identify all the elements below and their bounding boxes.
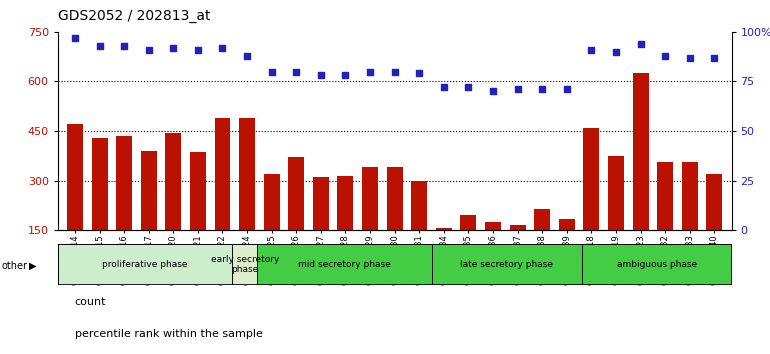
Text: count: count <box>75 297 106 307</box>
Bar <box>288 158 304 280</box>
Point <box>93 43 105 48</box>
Text: mid secretory phase: mid secretory phase <box>298 260 391 269</box>
Bar <box>257 244 432 285</box>
Bar <box>510 225 526 280</box>
Point <box>536 86 548 92</box>
Bar <box>362 167 378 280</box>
Bar <box>460 215 477 280</box>
Point <box>487 88 499 94</box>
Bar <box>559 218 574 280</box>
Point <box>561 86 573 92</box>
Bar <box>313 177 329 280</box>
Point <box>142 47 155 52</box>
Point <box>659 53 671 58</box>
Point <box>364 69 377 74</box>
Point <box>437 85 450 90</box>
Text: other: other <box>2 261 28 271</box>
Bar <box>584 128 599 280</box>
Bar <box>411 181 427 280</box>
Point <box>462 85 474 90</box>
Bar <box>436 228 452 280</box>
Bar <box>432 244 582 285</box>
Point <box>118 43 130 48</box>
Bar <box>166 133 181 280</box>
Bar <box>116 136 132 280</box>
Point <box>69 35 81 41</box>
Bar <box>657 162 673 280</box>
Text: percentile rank within the sample: percentile rank within the sample <box>75 329 263 339</box>
Point <box>388 69 400 74</box>
Point <box>167 45 179 51</box>
Point <box>634 41 647 47</box>
Point <box>511 86 524 92</box>
Point <box>340 73 352 78</box>
Point <box>216 45 229 51</box>
Bar <box>534 209 550 280</box>
Point <box>684 55 696 61</box>
Point <box>192 47 204 52</box>
Bar <box>263 174 280 280</box>
Text: ambiguous phase: ambiguous phase <box>617 260 697 269</box>
Text: early secretory
phase: early secretory phase <box>211 255 279 274</box>
Text: late secretory phase: late secretory phase <box>460 260 554 269</box>
Bar <box>582 244 732 285</box>
Bar <box>92 138 108 280</box>
Bar <box>706 174 722 280</box>
Bar <box>67 124 83 280</box>
Point <box>708 55 721 61</box>
Bar <box>632 73 648 280</box>
Point <box>290 69 303 74</box>
Bar <box>485 222 501 280</box>
Text: ▶: ▶ <box>29 261 37 271</box>
Point <box>241 53 253 58</box>
Bar <box>58 244 233 285</box>
Text: GDS2052 / 202813_at: GDS2052 / 202813_at <box>58 9 210 23</box>
Bar <box>190 153 206 280</box>
Point <box>610 49 622 55</box>
Point <box>413 71 425 76</box>
Point <box>266 69 278 74</box>
Bar <box>233 244 257 285</box>
Bar <box>239 118 255 280</box>
Point <box>585 47 598 52</box>
Bar <box>337 176 353 280</box>
Bar <box>215 118 230 280</box>
Bar <box>608 156 624 280</box>
Point <box>315 73 327 78</box>
Text: proliferative phase: proliferative phase <box>102 260 188 269</box>
Bar <box>681 162 698 280</box>
Bar <box>387 167 403 280</box>
Bar <box>141 151 157 280</box>
